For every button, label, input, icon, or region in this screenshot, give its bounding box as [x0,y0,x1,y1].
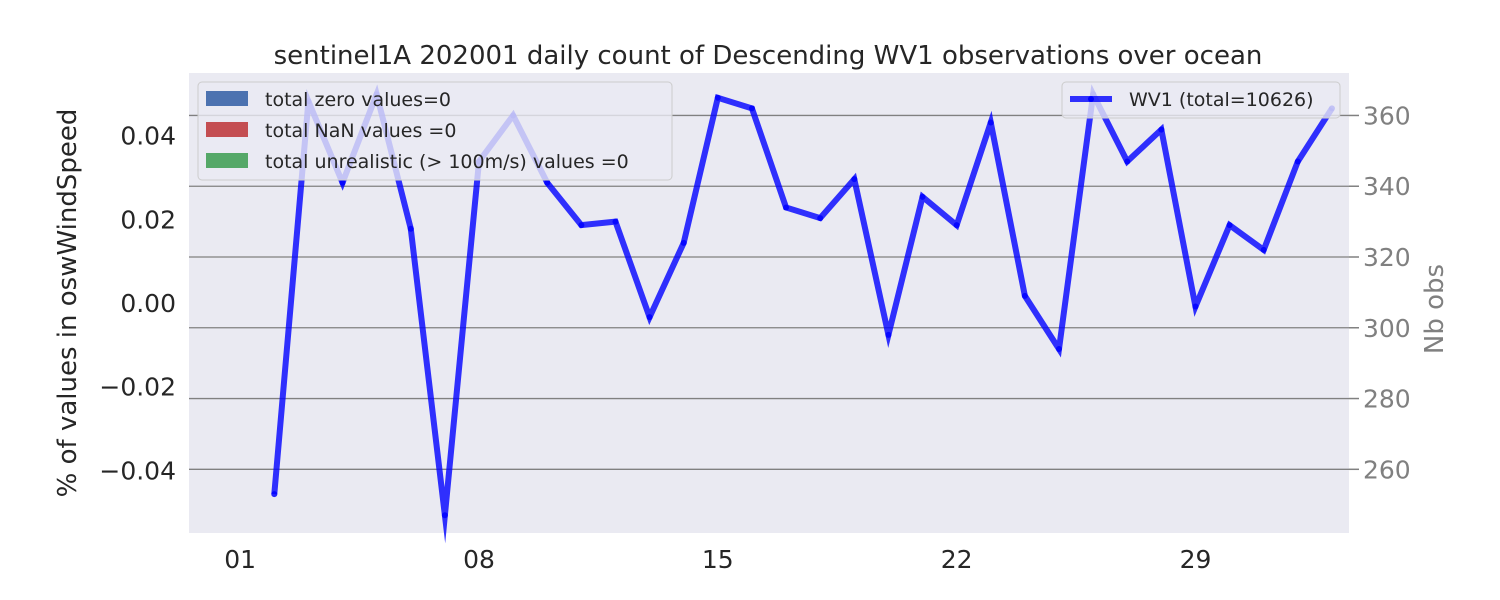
data-point [339,179,346,186]
y-axis-label-left: % of values in oswWindSpeed [53,109,83,498]
data-point [271,491,278,498]
data-point [646,314,653,321]
right-tick-label: 300 [1363,314,1411,343]
right-tick-label: 320 [1363,243,1411,272]
right-axis: 360 340 320 300 280 260 [1349,101,1411,484]
legend-box [1061,81,1341,119]
legend-swatch [206,91,248,106]
left-tick-label: 0.02 [120,205,176,234]
y-axis-label-right: Nb obs [1420,264,1450,354]
data-point [953,222,960,229]
legend-bars: total zero values=0 total NaN values =0 to… [197,81,673,181]
right-tick-label: 360 [1363,101,1411,130]
data-point [851,176,858,183]
data-point [1124,158,1131,165]
right-tick-label: 280 [1363,385,1411,414]
legend-label: WV1 (total=10626) [1129,89,1314,111]
data-point [612,218,619,225]
data-point [885,331,892,338]
left-tick-label: 0.00 [120,289,176,318]
x-tick-label: 22 [941,545,973,574]
legend-box [197,81,673,181]
data-point [1294,158,1301,165]
left-tick-label: −0.02 [99,373,176,402]
legend-label: total NaN values =0 [265,120,456,142]
data-point [441,512,448,519]
data-point [578,222,585,229]
x-tick-label: 08 [463,545,495,574]
left-tick-label: 0.04 [120,122,176,151]
legend-swatch [206,153,248,168]
data-point [1158,126,1165,133]
data-point [919,193,926,200]
data-point [817,215,824,222]
data-point [1226,222,1233,229]
series-line [271,84,1335,544]
data-point [1192,303,1199,310]
chart-title: sentinel1A 202001 daily count of Descend… [274,41,1263,71]
legend-label: total unrealistic (> 100m/s) values =0 [265,151,629,173]
data-point [714,94,721,101]
x-axis: 01 08 15 22 29 [224,545,1211,574]
right-tick-label: 340 [1363,172,1411,201]
series-layer [271,84,1335,544]
data-point [1260,246,1267,253]
legend-label: total zero values=0 [265,89,451,111]
data-point [544,179,551,186]
data-point [783,204,790,211]
x-tick-label: 01 [224,545,256,574]
x-tick-label: 29 [1180,545,1212,574]
data-point [680,239,687,246]
data-point [987,119,994,126]
legend-swatch [206,122,248,137]
data-point [1056,346,1062,352]
data-point [407,225,414,232]
x-tick-label: 15 [702,545,734,574]
right-tick-label: 260 [1363,455,1411,484]
legend-marker [1088,96,1094,102]
left-axis: 0.04 0.02 0.00 −0.02 −0.04 [99,122,176,486]
data-point [748,105,755,112]
data-point [1021,292,1028,299]
left-tick-label: −0.04 [99,456,176,485]
legend-line: WV1 (total=10626) [1061,81,1341,119]
